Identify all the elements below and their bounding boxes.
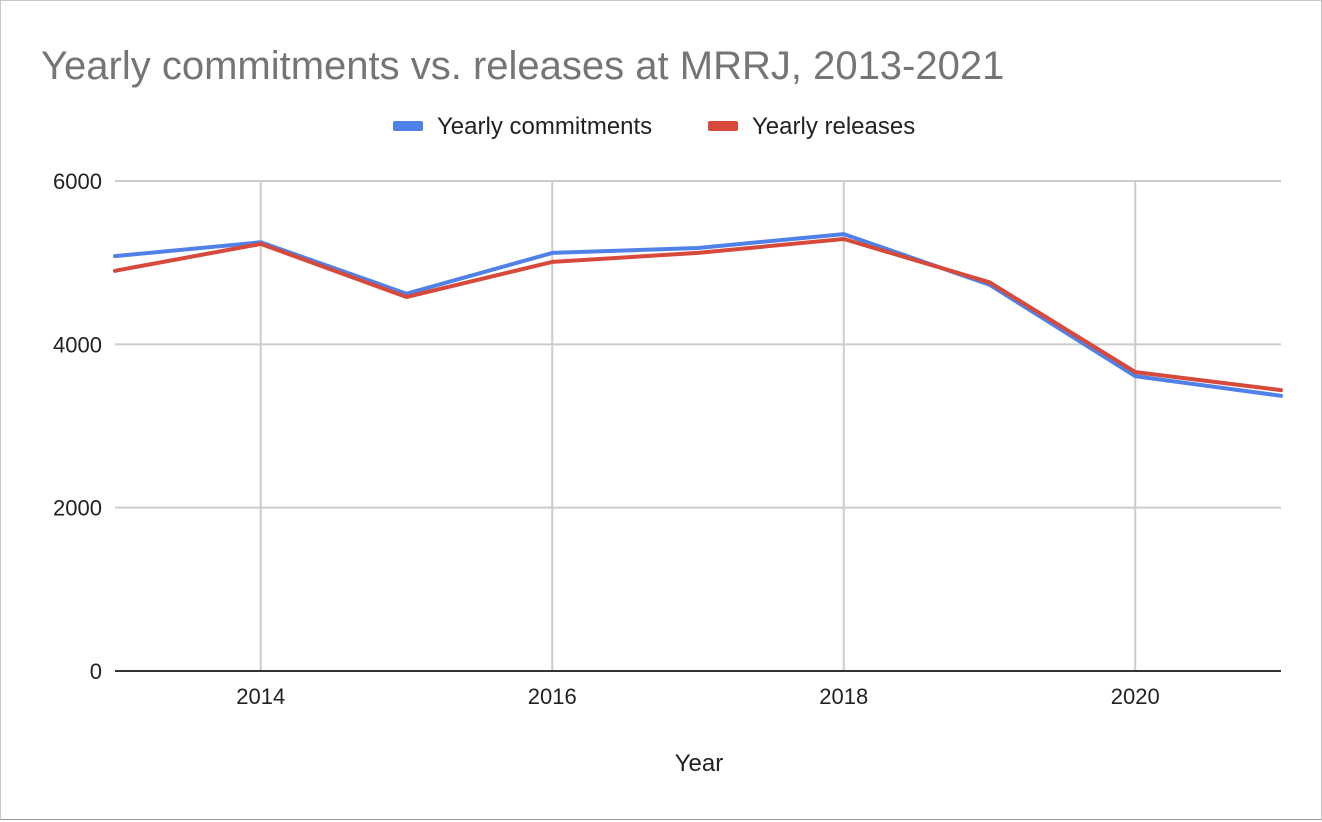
legend-label-commitments: Yearly commitments (437, 113, 652, 140)
x-tick-label: 2018 (819, 684, 868, 709)
x-axis-title: Year (675, 750, 724, 777)
y-tick-label: 4000 (53, 332, 102, 357)
y-tick-label: 2000 (53, 496, 102, 521)
y-tick-label: 6000 (53, 169, 102, 194)
x-tick-label: 2014 (236, 684, 285, 709)
legend-swatch-releases (708, 121, 738, 131)
chart-title: Yearly commitments vs. releases at MRRJ,… (41, 44, 1004, 88)
chart-legend: Yearly commitments Yearly releases (393, 113, 915, 140)
x-axis-ticks: 2014 2016 2018 2020 (236, 684, 1159, 709)
legend-swatch-commitments (393, 121, 423, 131)
y-gridlines (115, 180, 1281, 509)
x-tick-label: 2020 (1111, 684, 1160, 709)
legend-label-releases: Yearly releases (752, 113, 915, 140)
series-line-releases (113, 237, 1283, 393)
y-axis-ticks: 0 2000 4000 6000 (53, 169, 102, 684)
x-tick-label: 2016 (528, 684, 577, 709)
series-layer (113, 232, 1283, 398)
series-line-commitments (113, 232, 1283, 398)
y-tick-label: 0 (90, 659, 102, 684)
